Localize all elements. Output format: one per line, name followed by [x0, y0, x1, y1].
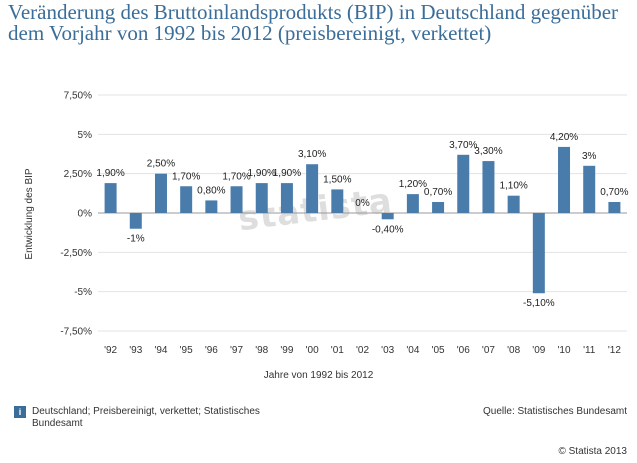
- x-tick-label: '92: [104, 345, 117, 356]
- bar[interactable]: [457, 154, 470, 213]
- x-tick-label: '03: [381, 345, 394, 356]
- data-label: 0,70%: [424, 187, 452, 198]
- x-tick-label: '98: [255, 345, 268, 356]
- bar[interactable]: [406, 194, 419, 213]
- x-tick-label: '12: [608, 345, 621, 356]
- info-icon[interactable]: i: [14, 406, 26, 418]
- x-tick-label: '97: [230, 345, 243, 356]
- x-tick-label: '04: [406, 345, 419, 356]
- data-label: 0,80%: [197, 185, 225, 196]
- y-tick-label: 0%: [78, 209, 93, 220]
- bar[interactable]: [230, 186, 243, 213]
- bars: [104, 146, 621, 294]
- x-tick-label: '96: [205, 345, 218, 356]
- bar[interactable]: [205, 200, 218, 213]
- bar-chart: 7,50% 5% 2,50% 0% -2,50% -5% -7,50% Entwicklun…: [24, 91, 629, 357]
- data-label: 1,70%: [172, 171, 200, 182]
- data-label: 4,20%: [550, 132, 578, 143]
- x-tick-label: '01: [331, 345, 344, 356]
- source-text: Quelle: Statistisches Bundesamt: [483, 406, 627, 417]
- x-tick-label: '99: [280, 345, 293, 356]
- bar[interactable]: [331, 189, 344, 213]
- chart-title: Veränderung des Bruttoinlandsprodukts (B…: [8, 0, 619, 45]
- copyright-text: © Statista 2013: [558, 446, 627, 457]
- data-label: 1,90%: [248, 168, 276, 179]
- bar[interactable]: [381, 213, 394, 220]
- bar[interactable]: [280, 183, 293, 213]
- y-tick-label: -5%: [74, 287, 92, 298]
- bar[interactable]: [129, 213, 142, 229]
- y-axis-label: Entwicklung des BIP: [24, 168, 35, 259]
- bar[interactable]: [532, 213, 545, 294]
- data-label: 2,50%: [147, 159, 175, 170]
- data-label: 3%: [582, 151, 597, 162]
- data-label: 1,90%: [96, 168, 124, 179]
- x-tick-label: '94: [154, 345, 167, 356]
- data-labels: 1,90%-1%2,50%1,70%0,80%1,70%1,90%1,90%3,…: [96, 132, 628, 309]
- bar[interactable]: [482, 161, 495, 213]
- x-tick-label: '02: [356, 345, 369, 356]
- x-tick-label: '95: [180, 345, 193, 356]
- data-label: 1,50%: [323, 174, 351, 185]
- bar[interactable]: [306, 164, 319, 213]
- x-tick-label: '06: [457, 345, 470, 356]
- footnote: i Deutschland; Preisbereinigt, verkettet;…: [14, 406, 314, 430]
- y-tick-label: 2,50%: [64, 169, 92, 180]
- bar[interactable]: [255, 183, 268, 213]
- x-tick-label: '00: [306, 345, 319, 356]
- x-tick-label: '08: [507, 345, 520, 356]
- bar[interactable]: [432, 201, 445, 213]
- data-label: 1,10%: [499, 181, 527, 192]
- data-label: 1,20%: [399, 179, 427, 190]
- data-label: 3,10%: [298, 149, 326, 160]
- data-label: -0,40%: [372, 224, 404, 235]
- y-tick-label: -2,50%: [60, 248, 92, 259]
- data-label: 0,70%: [600, 187, 628, 198]
- x-tick-label: '11: [583, 345, 596, 356]
- x-tick-label: '07: [482, 345, 495, 356]
- bar[interactable]: [608, 201, 621, 213]
- y-tick-label: 5%: [78, 130, 93, 141]
- data-label: 3,30%: [474, 146, 502, 157]
- bar[interactable]: [180, 186, 193, 213]
- bar[interactable]: [507, 195, 520, 213]
- y-tick-label: 7,50%: [64, 91, 92, 102]
- grid-lines: [98, 94, 627, 332]
- bar[interactable]: [154, 173, 167, 213]
- y-axis-ticks: 7,50% 5% 2,50% 0% -2,50% -5% -7,50%: [60, 91, 92, 338]
- data-label: -5,10%: [523, 298, 555, 309]
- bar[interactable]: [558, 146, 571, 213]
- bar[interactable]: [583, 165, 596, 213]
- bar[interactable]: [104, 183, 117, 213]
- x-tick-label: '09: [532, 345, 545, 356]
- data-label: 1,90%: [273, 168, 301, 179]
- data-label: 0%: [355, 198, 370, 209]
- x-tick-label: '05: [432, 345, 445, 356]
- data-label: -1%: [127, 234, 145, 245]
- x-tick-label: '10: [558, 345, 571, 356]
- x-axis-label: Jahre von 1992 bis 2012: [263, 370, 374, 381]
- data-label: 3,70%: [449, 140, 477, 151]
- x-tick-label: '93: [129, 345, 142, 356]
- x-axis-ticks: '92 '93 '94 '95 '96 '97 '98 '99 '00 '01 '02 '03 '04 '…: [104, 345, 621, 356]
- footnote-text: Deutschland; Preisbereinigt, verkettet; …: [32, 406, 260, 429]
- y-tick-label: -7,50%: [60, 327, 92, 338]
- data-label: 1,70%: [222, 171, 250, 182]
